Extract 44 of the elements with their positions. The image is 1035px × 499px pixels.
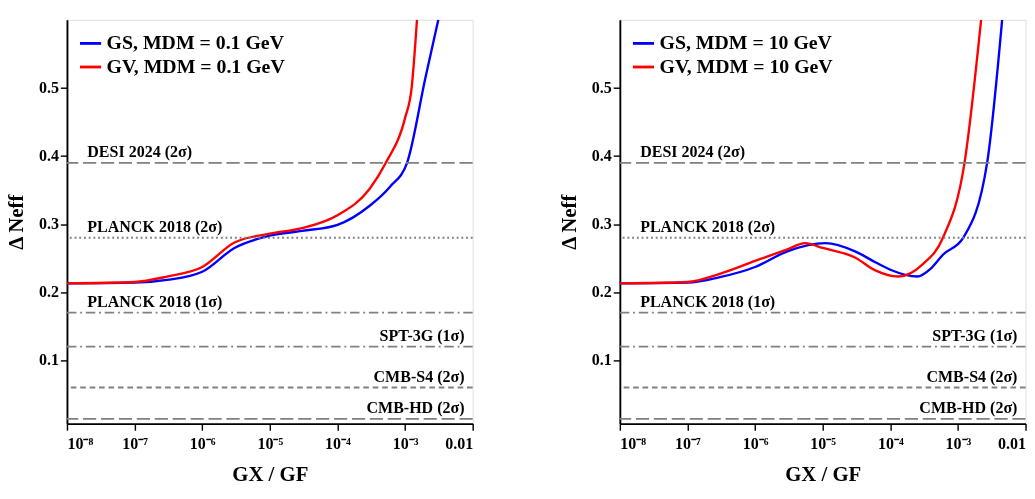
ref-line-label: SPT-3G (1σ)	[932, 327, 1018, 346]
y-tick-label: 0.2	[38, 283, 59, 301]
x-tick-label: 10⁻⁵	[257, 434, 284, 452]
x-tick-label: 10⁻³	[945, 434, 972, 452]
x-tick-label: 10⁻⁷	[675, 434, 702, 452]
ref-line-label: PLANCK 2018 (2σ)	[87, 218, 223, 237]
x-tick-label: 10⁻⁶	[189, 434, 216, 452]
legend-label: GV, MDM = 0.1 GeV	[106, 54, 286, 77]
x-tick-label: 10⁻⁸	[620, 434, 647, 452]
y-tick-label: 0.3	[591, 215, 612, 233]
x-tick-label: 10⁻⁶	[742, 434, 769, 452]
x-tick-label: 0.01	[998, 434, 1027, 452]
x-tick-label: 10⁻⁴	[877, 434, 904, 452]
x-axis-title: GX / GF	[232, 462, 309, 485]
ref-line-label: CMB-HD (2σ)	[919, 399, 1018, 418]
y-tick-label: 0.4	[38, 147, 59, 165]
ref-line-label: DESI 2024 (2σ)	[87, 143, 193, 162]
y-axis-title: Δ Neff	[557, 193, 580, 250]
legend-label: GV, MDM = 10 GeV	[659, 54, 834, 77]
y-tick-label: 0.4	[591, 147, 612, 165]
legend-label: GS, MDM = 0.1 GeV	[106, 31, 285, 54]
x-tick-label: 0.01	[445, 434, 474, 452]
ref-line-label: PLANCK 2018 (2σ)	[640, 218, 776, 237]
legend-label: GS, MDM = 10 GeV	[659, 31, 833, 54]
y-axis-title: Δ Neff	[4, 193, 27, 250]
y-tick-label: 0.1	[38, 351, 59, 369]
x-axis-title: GX / GF	[785, 462, 862, 485]
ref-line-label: PLANCK 2018 (1σ)	[640, 292, 776, 311]
ref-line-label: DESI 2024 (2σ)	[640, 143, 745, 162]
y-tick-label: 0.5	[591, 79, 612, 97]
y-tick-label: 0.1	[591, 351, 612, 369]
y-tick-label: 0.3	[38, 215, 59, 233]
x-tick-label: 10⁻⁴	[325, 434, 352, 452]
x-tick-label: 10⁻³	[392, 434, 419, 452]
x-tick-label: 10⁻⁵	[810, 434, 837, 452]
ref-line-label: SPT-3G (1σ)	[379, 327, 465, 346]
x-tick-label: 10⁻⁸	[67, 434, 94, 452]
ref-line-label: CMB-S4 (2σ)	[926, 367, 1018, 386]
y-tick-label: 0.2	[591, 283, 612, 301]
ref-line-label: CMB-HD (2σ)	[366, 399, 465, 418]
ref-line-label: CMB-S4 (2σ)	[373, 367, 465, 386]
ref-line-label: PLANCK 2018 (1σ)	[87, 292, 223, 311]
y-tick-label: 0.5	[38, 79, 59, 97]
x-tick-label: 10⁻⁷	[122, 434, 149, 452]
